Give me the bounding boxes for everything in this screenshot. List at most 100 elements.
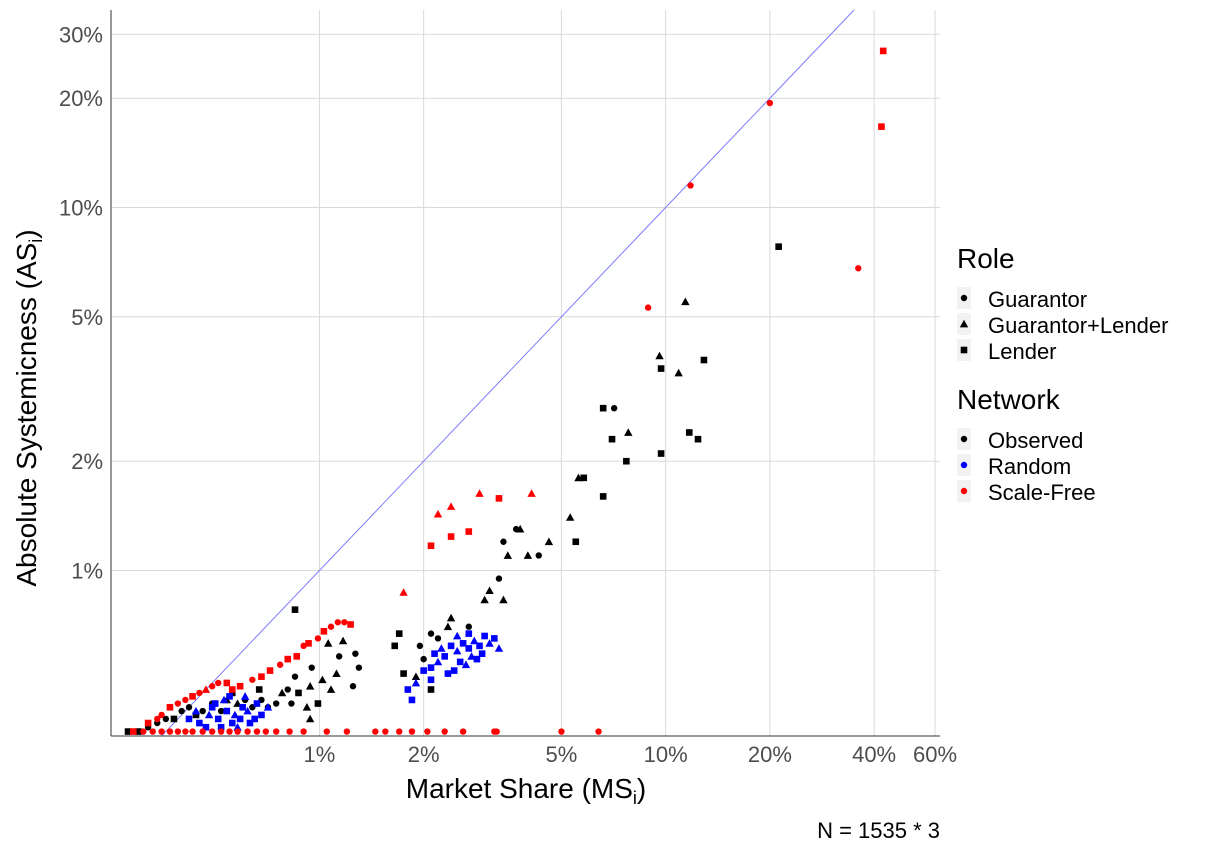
data-point bbox=[204, 710, 214, 719]
data-point bbox=[234, 728, 241, 735]
data-point bbox=[223, 707, 231, 715]
data-point bbox=[228, 689, 236, 697]
data-point bbox=[475, 489, 484, 497]
data-point bbox=[610, 404, 618, 412]
data-point bbox=[253, 728, 261, 735]
data-point bbox=[372, 728, 379, 735]
data-point bbox=[655, 351, 664, 360]
data-point bbox=[411, 678, 421, 687]
data-point bbox=[253, 700, 261, 707]
data-point bbox=[580, 474, 588, 482]
data-point bbox=[391, 642, 399, 650]
x-axis-title: Market Share (MSi) bbox=[406, 773, 647, 808]
data-point bbox=[140, 728, 147, 735]
data-point bbox=[681, 297, 690, 306]
data-point bbox=[277, 688, 287, 697]
data-point bbox=[465, 623, 472, 630]
data-point bbox=[334, 619, 342, 626]
data-point bbox=[766, 99, 774, 107]
legend-network-marker bbox=[960, 461, 968, 469]
data-point bbox=[217, 707, 225, 715]
data-point bbox=[149, 728, 156, 735]
data-point bbox=[211, 700, 219, 707]
data-point bbox=[341, 619, 348, 626]
data-point bbox=[470, 636, 479, 645]
y-axis-title-close: ) bbox=[11, 229, 42, 238]
data-point bbox=[236, 682, 244, 690]
data-point bbox=[228, 719, 236, 727]
data-point bbox=[293, 653, 301, 660]
data-point bbox=[878, 123, 885, 130]
data-point bbox=[599, 493, 607, 500]
data-point bbox=[189, 693, 196, 700]
x-axis-title-main: Market Share (MS bbox=[406, 773, 633, 804]
y-tick-label: 2% bbox=[71, 449, 103, 474]
y-axis-title: Absolute Systemicness (ASi) bbox=[11, 229, 46, 586]
data-point bbox=[396, 728, 403, 735]
data-point bbox=[512, 525, 520, 533]
data-point bbox=[335, 653, 343, 660]
data-point bbox=[404, 686, 412, 693]
data-point bbox=[302, 703, 312, 711]
data-point bbox=[196, 689, 203, 697]
data-point bbox=[208, 703, 216, 711]
data-point bbox=[427, 676, 435, 684]
reference-line bbox=[161, 9, 855, 737]
data-point bbox=[300, 728, 307, 735]
data-point bbox=[332, 669, 341, 677]
y-axis-title-main: Absolute Systemicness (AS bbox=[11, 243, 42, 587]
data-point bbox=[284, 686, 291, 693]
legend-network-label: Random bbox=[988, 454, 1071, 479]
data-point bbox=[416, 642, 424, 650]
data-point bbox=[456, 658, 464, 666]
data-point bbox=[408, 728, 416, 735]
data-point bbox=[447, 642, 455, 650]
data-point bbox=[399, 588, 408, 596]
data-point bbox=[674, 368, 683, 377]
x-axis-title-subscript: i bbox=[633, 788, 637, 808]
data-point bbox=[523, 551, 533, 559]
data-point bbox=[255, 686, 263, 693]
data-point bbox=[485, 586, 494, 595]
data-point bbox=[447, 533, 455, 540]
data-point bbox=[535, 552, 542, 559]
data-point bbox=[262, 728, 270, 735]
data-point bbox=[286, 728, 293, 735]
data-point bbox=[347, 621, 354, 628]
data-point bbox=[305, 714, 315, 723]
legend-network-label: Observed bbox=[988, 428, 1083, 453]
data-point bbox=[239, 703, 246, 711]
data-point bbox=[233, 723, 242, 731]
data-point bbox=[201, 685, 211, 693]
data-point bbox=[314, 700, 322, 707]
data-point bbox=[443, 622, 453, 631]
data-point bbox=[644, 304, 652, 311]
data-point bbox=[228, 686, 236, 693]
data-point bbox=[599, 404, 607, 412]
data-point bbox=[223, 679, 231, 687]
data-point bbox=[465, 630, 473, 637]
data-point bbox=[244, 728, 251, 735]
data-point bbox=[687, 182, 694, 189]
data-point bbox=[480, 595, 489, 604]
data-point bbox=[493, 728, 500, 735]
data-point bbox=[855, 265, 862, 272]
data-point bbox=[236, 715, 244, 723]
data-point bbox=[427, 664, 435, 671]
data-point bbox=[314, 635, 322, 642]
data-point bbox=[566, 513, 575, 521]
data-point bbox=[685, 429, 693, 436]
legend-network-marker bbox=[960, 487, 968, 495]
y-tick-label: 5% bbox=[71, 305, 103, 330]
data-point bbox=[320, 627, 328, 635]
data-point bbox=[284, 655, 292, 663]
data-point bbox=[459, 728, 467, 735]
data-point bbox=[185, 704, 193, 711]
data-point bbox=[192, 711, 200, 719]
y-axis-title-subscript: i bbox=[26, 239, 46, 243]
data-point bbox=[226, 693, 233, 700]
data-point bbox=[174, 700, 182, 707]
